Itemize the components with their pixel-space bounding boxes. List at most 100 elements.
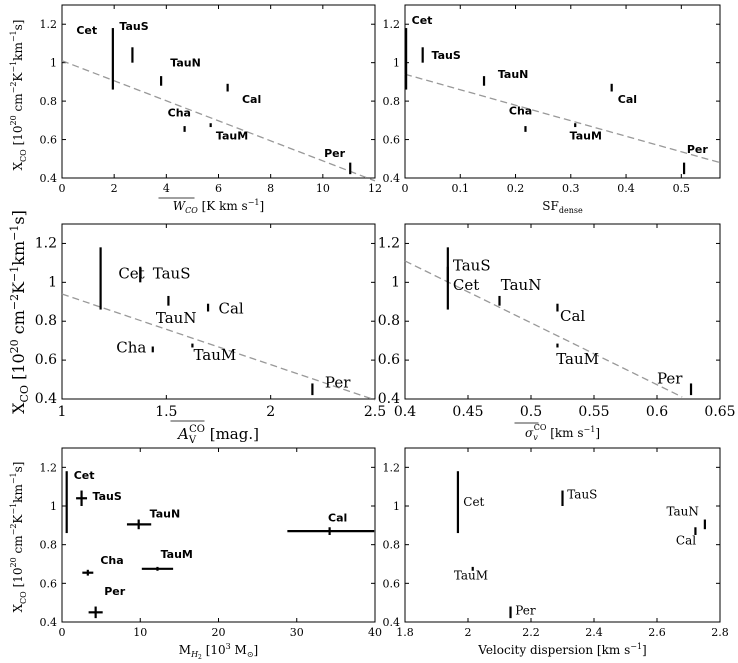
y-tick-label: 1.2	[35, 235, 57, 251]
y-tick-label: 0.8	[40, 539, 58, 552]
y-tick-label: 0.4	[383, 172, 401, 185]
cloud-label-taun: TauN	[170, 57, 201, 70]
cloud-label-cha: Cha	[116, 338, 146, 356]
x-tick-label: 0	[59, 182, 66, 195]
cloud-label-cet: Cet	[412, 14, 433, 27]
panel-f: 1.8 2 2.2 2.4 2.6 2.8 0.4 0.6 0.8 1 1.2 Cet TauS TauN…	[383, 447, 729, 657]
label-part: CO	[189, 424, 205, 435]
label-part: σ	[525, 426, 534, 440]
y-tick-label: 0.8	[35, 313, 57, 329]
cloud-label-taun: TauN	[501, 276, 542, 294]
y-tick-label: 0.4	[40, 172, 58, 185]
label-part: cm	[9, 310, 28, 339]
y-tick-label: 0.6	[35, 352, 57, 368]
x-tick-label: 2.6	[648, 626, 666, 639]
label-part: X	[11, 603, 25, 612]
y-tick-label: 1	[48, 274, 57, 290]
label-part: −1	[630, 642, 642, 651]
x-tick-label: 2.4	[585, 626, 603, 639]
x-tick-label: 2.2	[522, 626, 540, 639]
cloud-label-cha: Cha	[100, 554, 123, 567]
plot-frame	[61, 223, 376, 400]
label-part: Velocity dispersion [km s	[477, 643, 630, 657]
label-part: km	[11, 42, 25, 61]
trend-line	[404, 260, 683, 398]
label-part: SF	[542, 199, 559, 213]
label-part: K	[9, 281, 28, 294]
x-tick-label: 0.5	[520, 404, 542, 420]
cloud-label-per: Per	[515, 603, 536, 617]
x-axis-label: σvCO [km s−1]	[525, 423, 600, 442]
x-tick-label: 0.4	[394, 404, 416, 420]
y-tick-label: 0.6	[383, 134, 401, 147]
label-part: −2	[8, 294, 21, 310]
y-tick-label: 1	[391, 274, 400, 290]
cloud-label-per: Per	[324, 147, 346, 160]
cloud-label-taus: TauS	[153, 264, 191, 282]
label-part: v	[533, 433, 538, 442]
x-tick-label: 4	[163, 182, 170, 195]
trend-line	[404, 73, 721, 164]
y-tick-label: 1.2	[378, 235, 400, 251]
x-tick-label: 0.45	[452, 404, 483, 420]
label-part: CO	[18, 385, 31, 402]
label-part: X	[9, 402, 28, 414]
label-part: CO	[534, 423, 547, 432]
label-part: −1	[9, 61, 18, 73]
x-tick-label: 40	[368, 626, 382, 639]
y-axis-label: XCO [1020 cm−2K−1km−1s]	[9, 20, 28, 171]
x-axis-label: MH2 [103 M⊙]	[179, 642, 258, 661]
label-part: CO	[19, 149, 28, 162]
x-tick-label: 0.5	[673, 182, 691, 195]
cloud-label-cal: Cal	[560, 307, 585, 325]
trend-line	[61, 60, 376, 182]
label-part: K	[11, 514, 25, 524]
cloud-label-cha: Cha	[168, 106, 191, 119]
trend-line	[61, 293, 376, 401]
x-tick-label: 1.5	[155, 404, 177, 420]
x-axis-label: SFdense	[542, 199, 583, 215]
y-tick-label: 1	[50, 57, 57, 70]
x-tick-label: 2	[266, 404, 275, 420]
y-tick-label: 1.2	[383, 18, 401, 31]
label-part: [10	[11, 125, 25, 149]
cloud-label-cet: Cet	[453, 276, 479, 294]
label-part: M	[231, 643, 247, 657]
label-part: ⊙	[247, 650, 254, 659]
y-tick-label: 1	[50, 500, 57, 513]
cloud-label-taus: TauS	[453, 257, 491, 275]
cloud-label-cet: Cet	[118, 264, 144, 282]
plot-frame	[404, 447, 721, 623]
x-tick-label: 0.6	[646, 404, 668, 420]
label-part: s]	[11, 20, 25, 31]
y-tick-label: 0.6	[383, 577, 401, 590]
panel-a: 0 2 4 6 8 10 12 0.4 0.6 0.8 1 1.2 Cet TauS TauN Cal Cha T…	[9, 4, 382, 215]
label-part: ]	[595, 426, 600, 440]
label-part: ]	[642, 643, 647, 657]
label-part: K	[11, 72, 25, 82]
x-tick-label: 0.1	[452, 182, 470, 195]
label-part: [10	[9, 353, 28, 385]
cloud-label-per: Per	[657, 369, 683, 387]
cloud-label-cet: Cet	[463, 495, 484, 509]
x-tick-label: 6	[215, 182, 222, 195]
label-part: [K km s	[198, 199, 248, 213]
cloud-label-cet: Cet	[76, 24, 97, 37]
cloud-label-taun: TauN	[150, 508, 181, 521]
x-tick-label: 0	[59, 626, 66, 639]
label-part: [km s	[546, 426, 583, 440]
label-part: −2	[9, 524, 18, 536]
y-tick-label: 1.2	[40, 461, 58, 474]
label-part: 2	[198, 654, 202, 661]
cloud-label-taun: TauN	[498, 68, 529, 81]
label-part: km	[11, 484, 25, 503]
cloud-label-cal: Cal	[618, 93, 637, 106]
label-part: H	[190, 650, 199, 659]
label-part: −1	[9, 472, 18, 484]
cloud-label-cal: Cal	[328, 511, 347, 524]
x-tick-label: 0.2	[507, 182, 525, 195]
label-part: km	[9, 241, 28, 266]
x-tick-label: 1	[58, 404, 67, 420]
cloud-label-cet: Cet	[74, 469, 95, 482]
